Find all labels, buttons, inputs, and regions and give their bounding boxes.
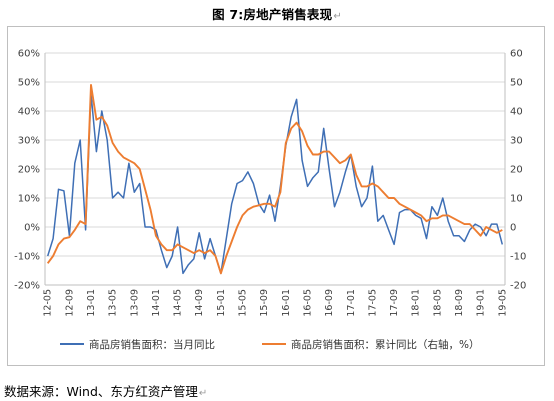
x-tick-label: 14-09	[194, 289, 205, 317]
x-tick-label: 16-05	[302, 289, 313, 317]
x-tick-label: 19-05	[497, 289, 508, 317]
y-tick-label-left: -10%	[14, 252, 40, 263]
x-tick-label: 12-09	[64, 289, 75, 317]
y-tick-label-right: -10	[510, 252, 526, 263]
y-tick-label-left: 60%	[18, 49, 40, 60]
return-mark-source: ↵	[198, 388, 208, 399]
y-tick-label-right: 30	[510, 136, 523, 147]
x-tick-label: 18-01	[411, 289, 422, 317]
x-tick-label: 13-09	[129, 289, 140, 317]
x-tick-label: 18-09	[454, 289, 465, 317]
x-tick-label: 13-01	[86, 289, 97, 317]
y-tick-label-right: 20	[510, 165, 523, 176]
x-tick-label: 18-05	[432, 289, 443, 317]
y-tick-label-left: 50%	[18, 78, 40, 89]
y-tick-label-right: -20	[510, 281, 526, 292]
y-tick-label-right: 40	[510, 107, 523, 118]
x-tick-label: 14-05	[173, 289, 184, 317]
y-tick-label-right: 0	[510, 223, 516, 234]
x-tick-label: 15-05	[238, 289, 249, 317]
x-tick-label: 15-01	[216, 289, 227, 317]
x-tick-label: 17-05	[367, 289, 378, 317]
y-tick-label-right: 50	[510, 78, 523, 89]
x-tick-label: 19-01	[476, 289, 487, 317]
chart-frame	[7, 26, 545, 366]
x-tick-label: 13-05	[108, 289, 119, 317]
source-note: 数据来源：Wind、东方红资产管理↵	[4, 384, 208, 399]
x-tick-label: 14-01	[151, 289, 162, 317]
series-line-monthly	[46, 92, 504, 275]
x-tick-label: 12-05	[43, 289, 54, 317]
y-tick-label-left: -20%	[14, 281, 40, 292]
y-tick-label-left: 40%	[18, 107, 40, 118]
legend-label: 商品房销售面积：当月同比	[89, 338, 215, 351]
y-tick-label-left: 10%	[18, 194, 40, 205]
x-tick-label: 15-09	[259, 289, 270, 317]
return-mark: ↵	[333, 11, 342, 22]
x-tick-label: 17-09	[389, 289, 400, 317]
y-tick-label-left: 0%	[24, 223, 40, 234]
legend-label: 商品房销售面积：累计同比（右轴，%）	[291, 338, 479, 351]
chart-title: 图 7:房地产销售表现↵	[212, 7, 342, 22]
y-tick-label-right: 10	[510, 194, 523, 205]
series-line-cumulative	[46, 83, 503, 275]
x-tick-label: 16-09	[324, 289, 335, 317]
y-tick-label-left: 30%	[18, 136, 40, 147]
x-tick-label: 16-01	[281, 289, 292, 317]
y-tick-label-left: 20%	[18, 165, 40, 176]
x-tick-label: 17-01	[346, 289, 357, 317]
y-tick-label-right: 60	[510, 49, 523, 60]
